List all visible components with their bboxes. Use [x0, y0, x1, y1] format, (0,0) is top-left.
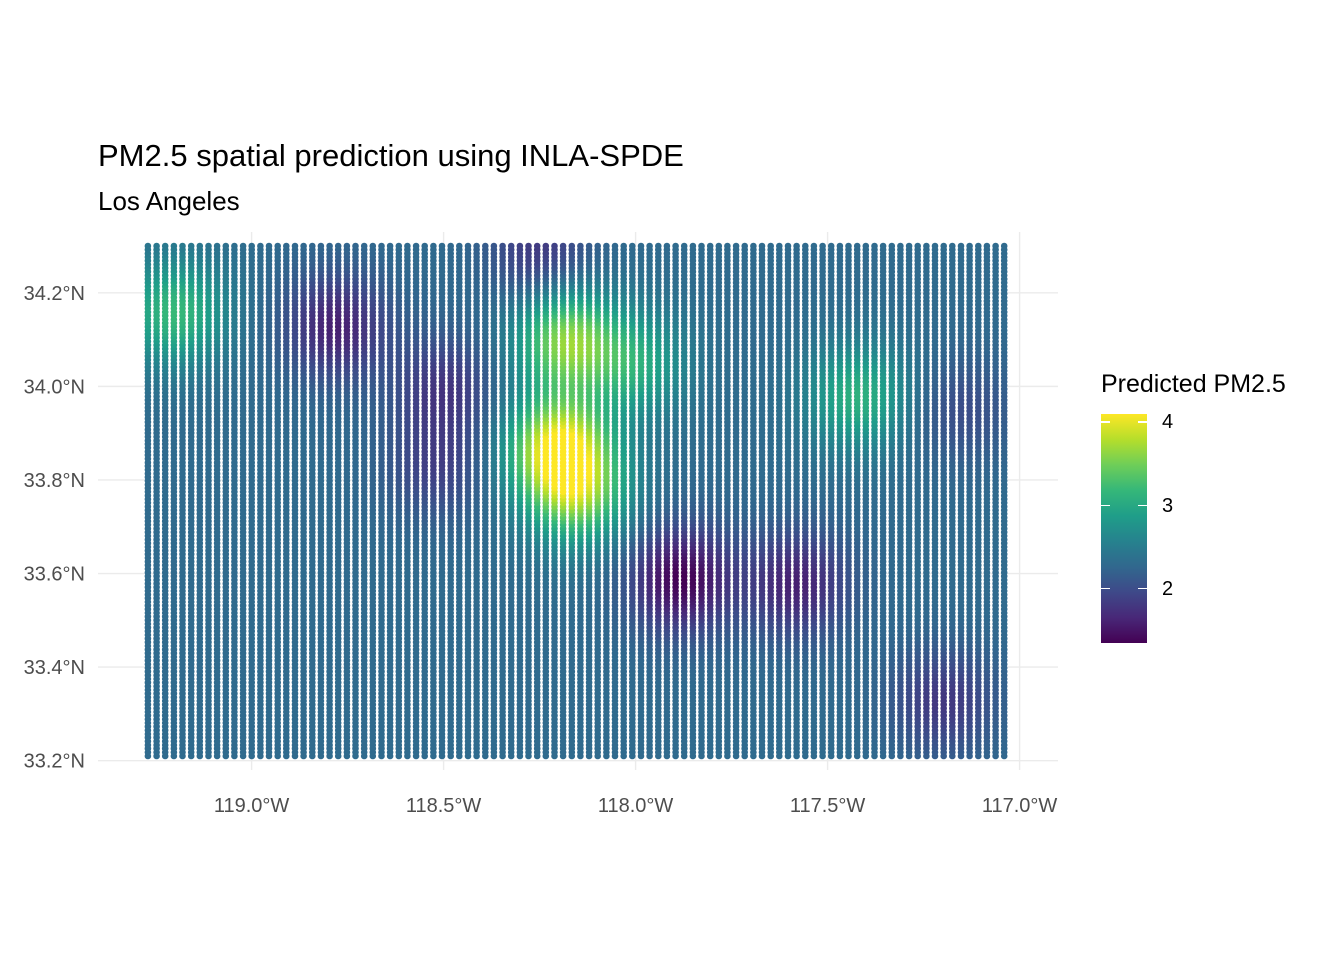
prediction-point — [161, 242, 169, 250]
prediction-point — [352, 242, 359, 250]
prediction-point — [283, 242, 290, 250]
prediction-point — [257, 242, 264, 250]
chart-subtitle: Los Angeles — [98, 186, 240, 216]
prediction-point — [239, 242, 247, 250]
chart-title: PM2.5 spatial prediction using INLA-SPDE — [98, 138, 684, 173]
prediction-point — [248, 242, 255, 250]
prediction-point — [144, 242, 152, 250]
prediction-point — [386, 242, 394, 250]
prediction-point — [438, 242, 446, 250]
prediction-points — [144, 242, 1008, 760]
prediction-point — [187, 242, 195, 250]
prediction-point — [326, 242, 333, 250]
prediction-point — [153, 242, 160, 250]
prediction-point — [378, 242, 385, 250]
prediction-point — [196, 242, 204, 250]
prediction-point — [274, 242, 282, 250]
prediction-point — [317, 242, 325, 250]
prediction-point — [430, 242, 437, 250]
prediction-point — [412, 242, 420, 250]
prediction-point — [222, 242, 230, 250]
prediction-point — [395, 242, 403, 250]
prediction-point — [179, 242, 186, 250]
prediction-point — [343, 242, 351, 250]
prediction-point — [360, 242, 368, 250]
prediction-point — [309, 242, 316, 250]
prediction-point — [334, 242, 342, 250]
prediction-point — [291, 242, 299, 250]
prediction-point — [213, 242, 221, 250]
prediction-point — [231, 242, 238, 250]
prediction-point — [170, 242, 178, 250]
prediction-point — [421, 242, 429, 250]
prediction-point — [300, 242, 307, 250]
prediction-point — [205, 242, 212, 250]
prediction-point — [265, 242, 273, 250]
prediction-point — [404, 242, 411, 250]
prediction-point — [369, 242, 377, 250]
